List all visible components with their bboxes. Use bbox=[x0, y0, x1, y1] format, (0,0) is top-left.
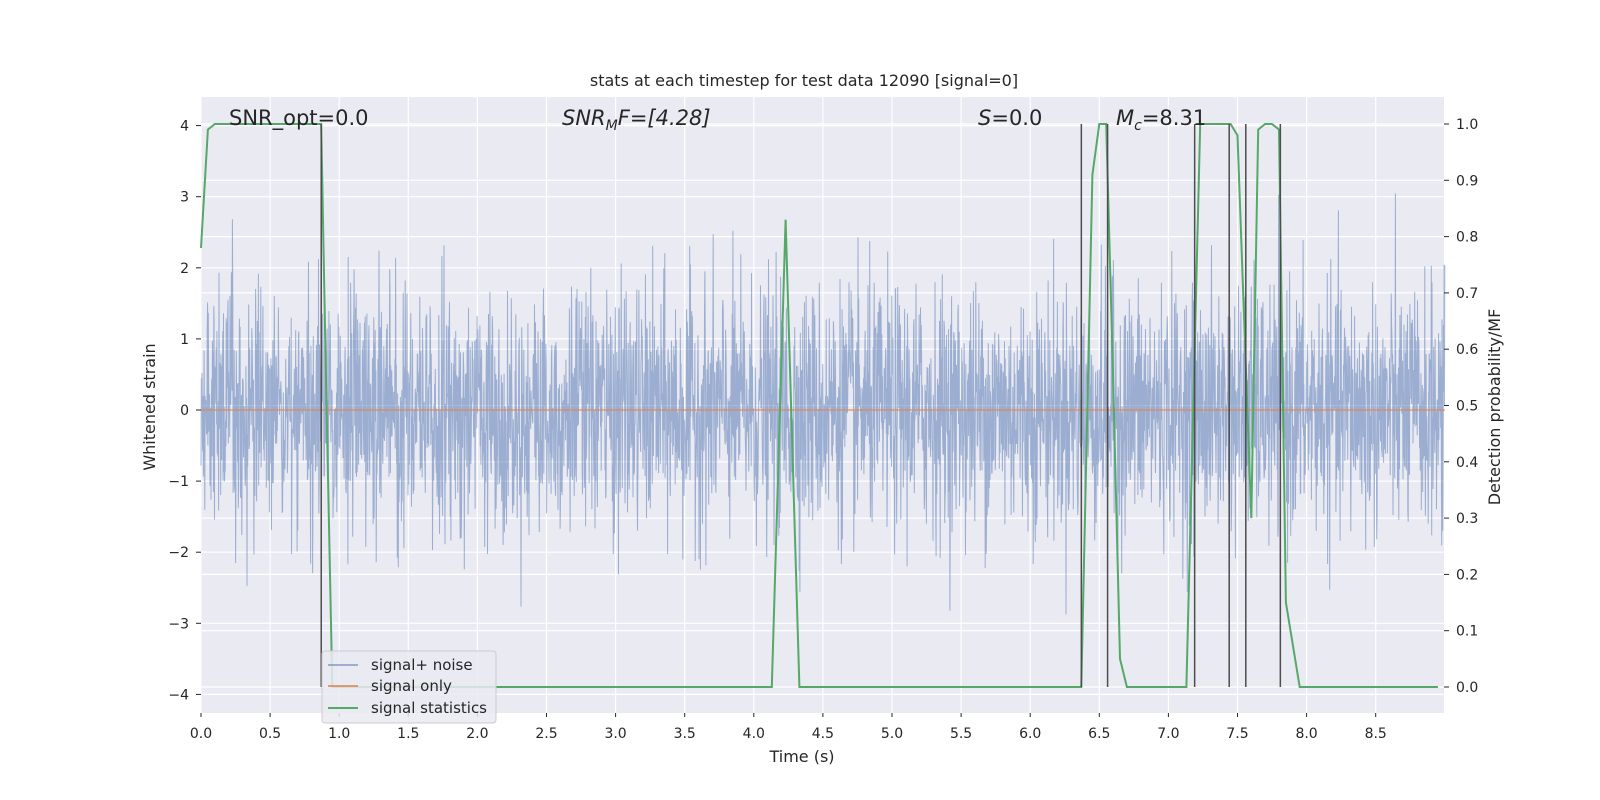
x-axis-label: Time (s) bbox=[768, 747, 834, 766]
x-tick-label: 2.0 bbox=[466, 726, 488, 742]
x-tick-label: 5.5 bbox=[950, 726, 972, 742]
chart-title: stats at each timestep for test data 120… bbox=[590, 71, 1018, 90]
series-signal-noise bbox=[200, 193, 1446, 615]
annotation-mc: Mc=8.31 bbox=[1116, 106, 1206, 134]
annotation-snr-opt: SNR_opt=0.0 bbox=[229, 106, 369, 131]
y-tick-label: −1 bbox=[168, 474, 189, 490]
x-tick-label: 6.0 bbox=[1019, 726, 1041, 742]
legend: signal+ noise signal only signal statist… bbox=[321, 650, 497, 724]
x-tick-label: 8.5 bbox=[1365, 726, 1387, 742]
legend-label-signal-only: signal only bbox=[371, 677, 452, 695]
y-tick-label: −2 bbox=[168, 545, 189, 561]
y-axis-label: Whitened strain bbox=[140, 343, 159, 470]
x-tick-label: 7.0 bbox=[1157, 726, 1179, 742]
y2-tick-label: 0.4 bbox=[1456, 455, 1478, 471]
y2-tick-label: 0.1 bbox=[1456, 624, 1478, 640]
annotation-s: S=0.0 bbox=[978, 106, 1042, 130]
y-tick-label: 1 bbox=[180, 332, 189, 348]
y-tick-label: 4 bbox=[180, 119, 189, 135]
x-tick-label: 3.0 bbox=[604, 726, 626, 742]
y-tick-label: −4 bbox=[168, 687, 189, 703]
x-tick-label: 6.5 bbox=[1088, 726, 1110, 742]
x-tick-label: 4.5 bbox=[812, 726, 834, 742]
x-tick-label: 0.5 bbox=[259, 726, 281, 742]
y2-tick-label: 0.5 bbox=[1456, 399, 1478, 415]
y-axis-right: 1.0 0.9 0.8 0.7 0.6 0.5 0.4 0.3 0.2 0.1 0.0 bbox=[1444, 117, 1478, 696]
annotations: SNR_opt=0.0 SNRMF=[4.28] S=0.0 Mc=8.31 bbox=[229, 106, 1206, 134]
y-tick-label: 3 bbox=[180, 190, 189, 206]
y-tick-label: −3 bbox=[168, 616, 189, 632]
x-tick-label: 2.5 bbox=[535, 726, 557, 742]
y2-tick-label: 0.6 bbox=[1456, 342, 1478, 358]
y-tick-label: 0 bbox=[180, 403, 189, 419]
x-tick-label: 8.0 bbox=[1295, 726, 1317, 742]
noise-trace bbox=[200, 193, 1446, 615]
y-tick-label: 2 bbox=[180, 261, 189, 277]
vertical-markers bbox=[320, 124, 1282, 687]
y2-tick-label: 0.3 bbox=[1456, 511, 1478, 527]
y2-tick-label: 0.8 bbox=[1456, 230, 1478, 246]
legend-box bbox=[321, 650, 497, 724]
x-tick-label: 4.0 bbox=[743, 726, 765, 742]
x-tick-label: 1.0 bbox=[328, 726, 350, 742]
y2-axis-label: Detection probability/MF bbox=[1485, 309, 1504, 506]
x-tick-label: 5.0 bbox=[881, 726, 903, 742]
legend-label-signal-statistics: signal statistics bbox=[371, 699, 487, 717]
x-tick-label: 1.5 bbox=[397, 726, 419, 742]
y-axis-left: 4 3 2 1 0 −1 −2 −3 −4 bbox=[168, 119, 201, 703]
y2-tick-label: 0.0 bbox=[1456, 680, 1478, 696]
x-tick-label: 7.5 bbox=[1226, 726, 1248, 742]
x-tick-label: 3.5 bbox=[674, 726, 696, 742]
legend-label-signal-noise: signal+ noise bbox=[371, 656, 473, 674]
y2-tick-label: 1.0 bbox=[1456, 117, 1478, 133]
x-tick-label: 0.0 bbox=[190, 726, 212, 742]
y2-tick-label: 0.7 bbox=[1456, 286, 1478, 302]
annotation-snr-mf: SNRMF=[4.28] bbox=[562, 106, 711, 134]
y2-tick-label: 0.9 bbox=[1456, 173, 1478, 189]
x-axis: 0.0 0.5 1.0 1.5 2.0 2.5 3.0 3.5 4.0 4.5 5.0 5.5 6.0 6… bbox=[190, 713, 1387, 742]
y2-tick-label: 0.2 bbox=[1456, 567, 1478, 583]
